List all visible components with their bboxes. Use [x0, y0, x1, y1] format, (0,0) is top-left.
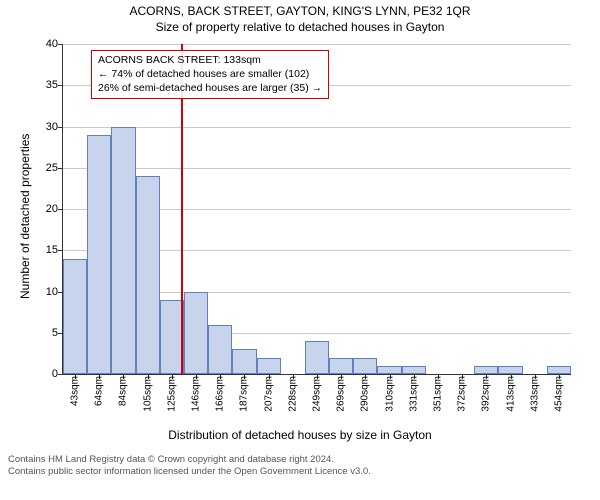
xtick-label: 454sqm — [553, 376, 564, 412]
footer-attribution: Contains HM Land Registry data © Crown c… — [8, 454, 371, 478]
histogram-bar — [232, 349, 256, 374]
xtick-label: 290sqm — [360, 376, 371, 412]
ytick-label: 5 — [52, 327, 63, 339]
histogram-bar — [257, 358, 281, 375]
xtick-label: 331sqm — [408, 376, 419, 412]
ytick-label: 40 — [46, 38, 63, 50]
gridline — [63, 168, 571, 169]
histogram-bar — [474, 366, 498, 374]
chart-container: ACORNS, BACK STREET, GAYTON, KING'S LYNN… — [0, 0, 600, 500]
ytick-label: 10 — [46, 286, 63, 298]
chart-title-main: ACORNS, BACK STREET, GAYTON, KING'S LYNN… — [0, 4, 600, 18]
xtick-label: 125sqm — [166, 376, 177, 412]
footer-line-1: Contains HM Land Registry data © Crown c… — [8, 454, 371, 466]
ytick-label: 25 — [46, 162, 63, 174]
histogram-bar — [377, 366, 401, 374]
y-axis-label: Number of detached properties — [18, 134, 32, 299]
histogram-bar — [498, 366, 522, 374]
xtick-label: 207sqm — [263, 376, 274, 412]
annotation-box: ACORNS BACK STREET: 133sqm← 74% of detac… — [91, 50, 329, 99]
ytick-label: 20 — [46, 203, 63, 215]
x-axis-label: Distribution of detached houses by size … — [0, 428, 600, 442]
xtick-label: 166sqm — [215, 376, 226, 412]
histogram-bar — [136, 176, 160, 374]
xtick-label: 392sqm — [481, 376, 492, 412]
xtick-label: 372sqm — [457, 376, 468, 412]
gridline — [63, 44, 571, 45]
histogram-bar — [208, 325, 232, 375]
plot-area: 051015202530354043sqm64sqm84sqm105sqm125… — [62, 44, 571, 375]
annotation-line-1: ACORNS BACK STREET: 133sqm — [98, 53, 322, 67]
xtick-label: 310sqm — [384, 376, 395, 412]
gridline — [63, 127, 571, 128]
footer-line-2: Contains public sector information licen… — [8, 466, 371, 478]
ytick-label: 15 — [46, 244, 63, 256]
xtick-label: 146sqm — [191, 376, 202, 412]
xtick-label: 64sqm — [94, 376, 105, 406]
xtick-label: 351sqm — [432, 376, 443, 412]
chart-title-sub: Size of property relative to detached ho… — [0, 20, 600, 34]
xtick-label: 249sqm — [312, 376, 323, 412]
xtick-label: 413sqm — [505, 376, 516, 412]
histogram-bar — [305, 341, 329, 374]
xtick-label: 105sqm — [142, 376, 153, 412]
histogram-bar — [329, 358, 353, 375]
histogram-bar — [111, 127, 135, 375]
ytick-label: 0 — [52, 368, 63, 380]
xtick-label: 84sqm — [118, 376, 129, 406]
histogram-bar — [402, 366, 426, 374]
xtick-label: 433sqm — [529, 376, 540, 412]
xtick-label: 269sqm — [336, 376, 347, 412]
xtick-label: 228sqm — [287, 376, 298, 412]
annotation-line-3: 26% of semi-detached houses are larger (… — [98, 81, 322, 95]
xtick-label: 187sqm — [239, 376, 250, 412]
histogram-bar — [547, 366, 571, 374]
histogram-bar — [87, 135, 111, 374]
annotation-line-2: ← 74% of detached houses are smaller (10… — [98, 67, 322, 81]
ytick-label: 35 — [46, 79, 63, 91]
histogram-bar — [353, 358, 377, 375]
ytick-label: 30 — [46, 121, 63, 133]
histogram-bar — [184, 292, 208, 375]
histogram-bar — [63, 259, 87, 375]
xtick-label: 43sqm — [70, 376, 81, 406]
